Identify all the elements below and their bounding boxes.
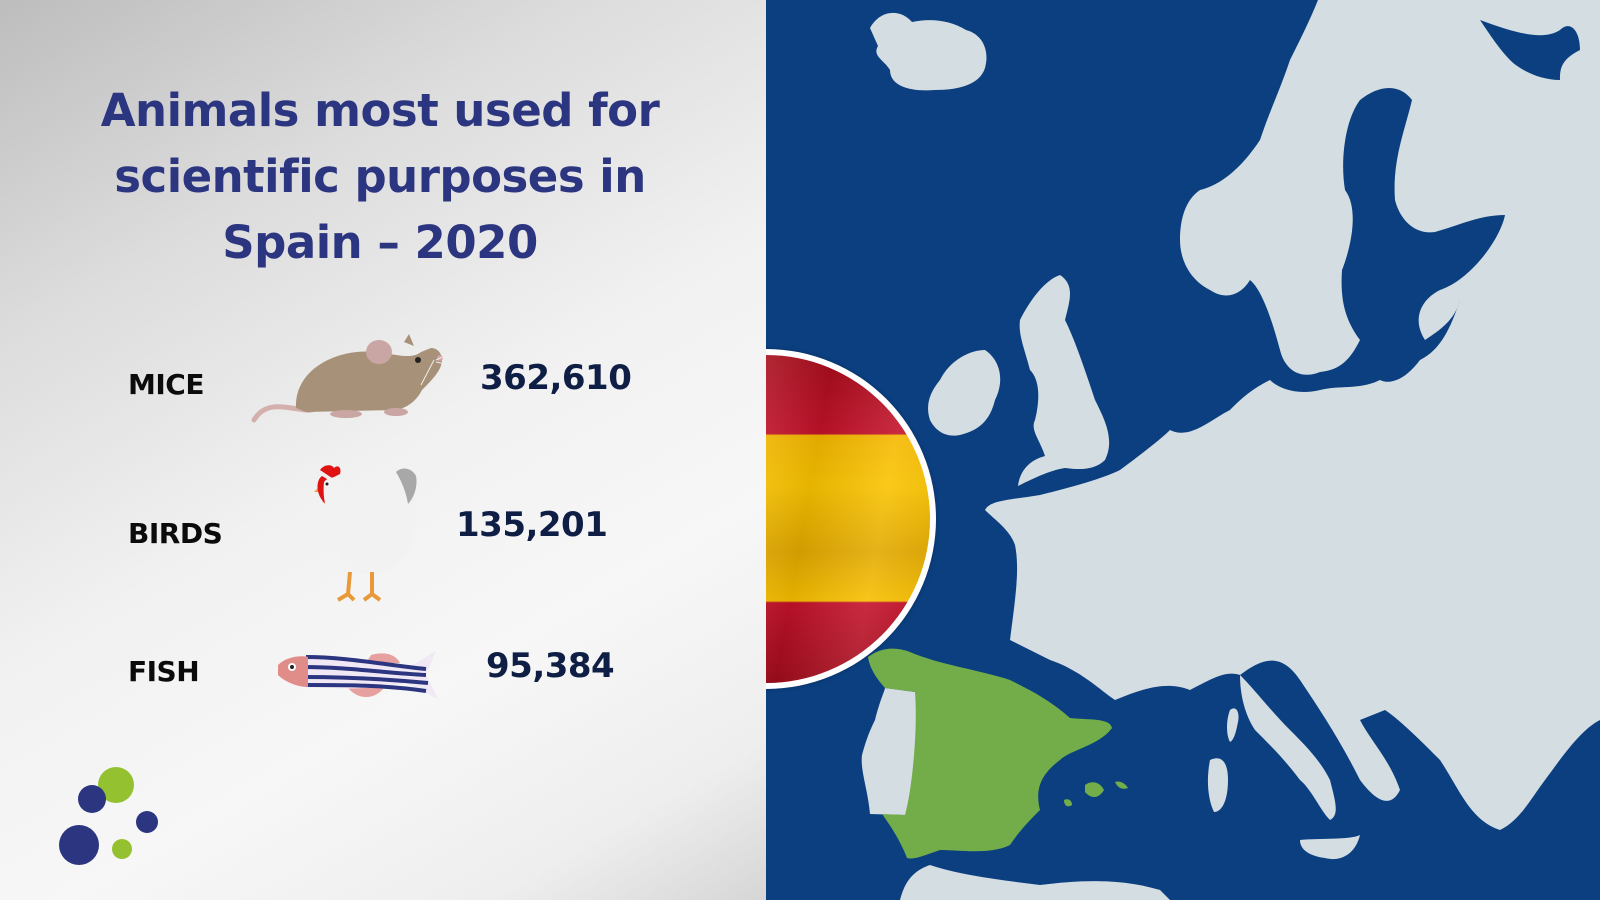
row-label-mice: MICE [128,368,204,401]
land-spain [868,648,1112,859]
page-title: Animals most used for scientific purpose… [60,78,700,276]
spain-flag-badge [766,349,936,689]
title-line-3: Spain – 2020 [222,216,538,269]
title-line-2: scientific purposes in [114,150,646,203]
land-balearic-mallorca [1085,782,1104,797]
land-italy [1240,675,1336,820]
land-iceland [870,12,987,91]
chicken-icon [314,465,417,602]
spain-flag [766,355,930,683]
land-balearic-menorca [1115,781,1128,789]
land-balearic-ibiza [1064,799,1072,807]
land-uk [1018,275,1110,486]
row-value-fish: 95,384 [486,646,615,686]
land-scandinavia [1180,0,1600,375]
row-label-birds: BIRDS [128,517,223,550]
europe-map [766,0,1600,900]
logo-icon [59,767,158,865]
mouse-icon [251,334,456,423]
land-continent [985,300,1600,830]
land-north-africa [900,865,1170,900]
zebrafish-icon [278,651,438,699]
row-value-mice: 362,610 [480,358,632,398]
row-label-fish: FISH [128,655,200,688]
left-panel: Animals most used for scientific purpose… [0,0,766,900]
land-portugal [861,688,919,815]
title-line-1: Animals most used for [100,84,660,137]
land-ireland [928,350,1001,436]
row-value-birds: 135,201 [456,505,608,545]
